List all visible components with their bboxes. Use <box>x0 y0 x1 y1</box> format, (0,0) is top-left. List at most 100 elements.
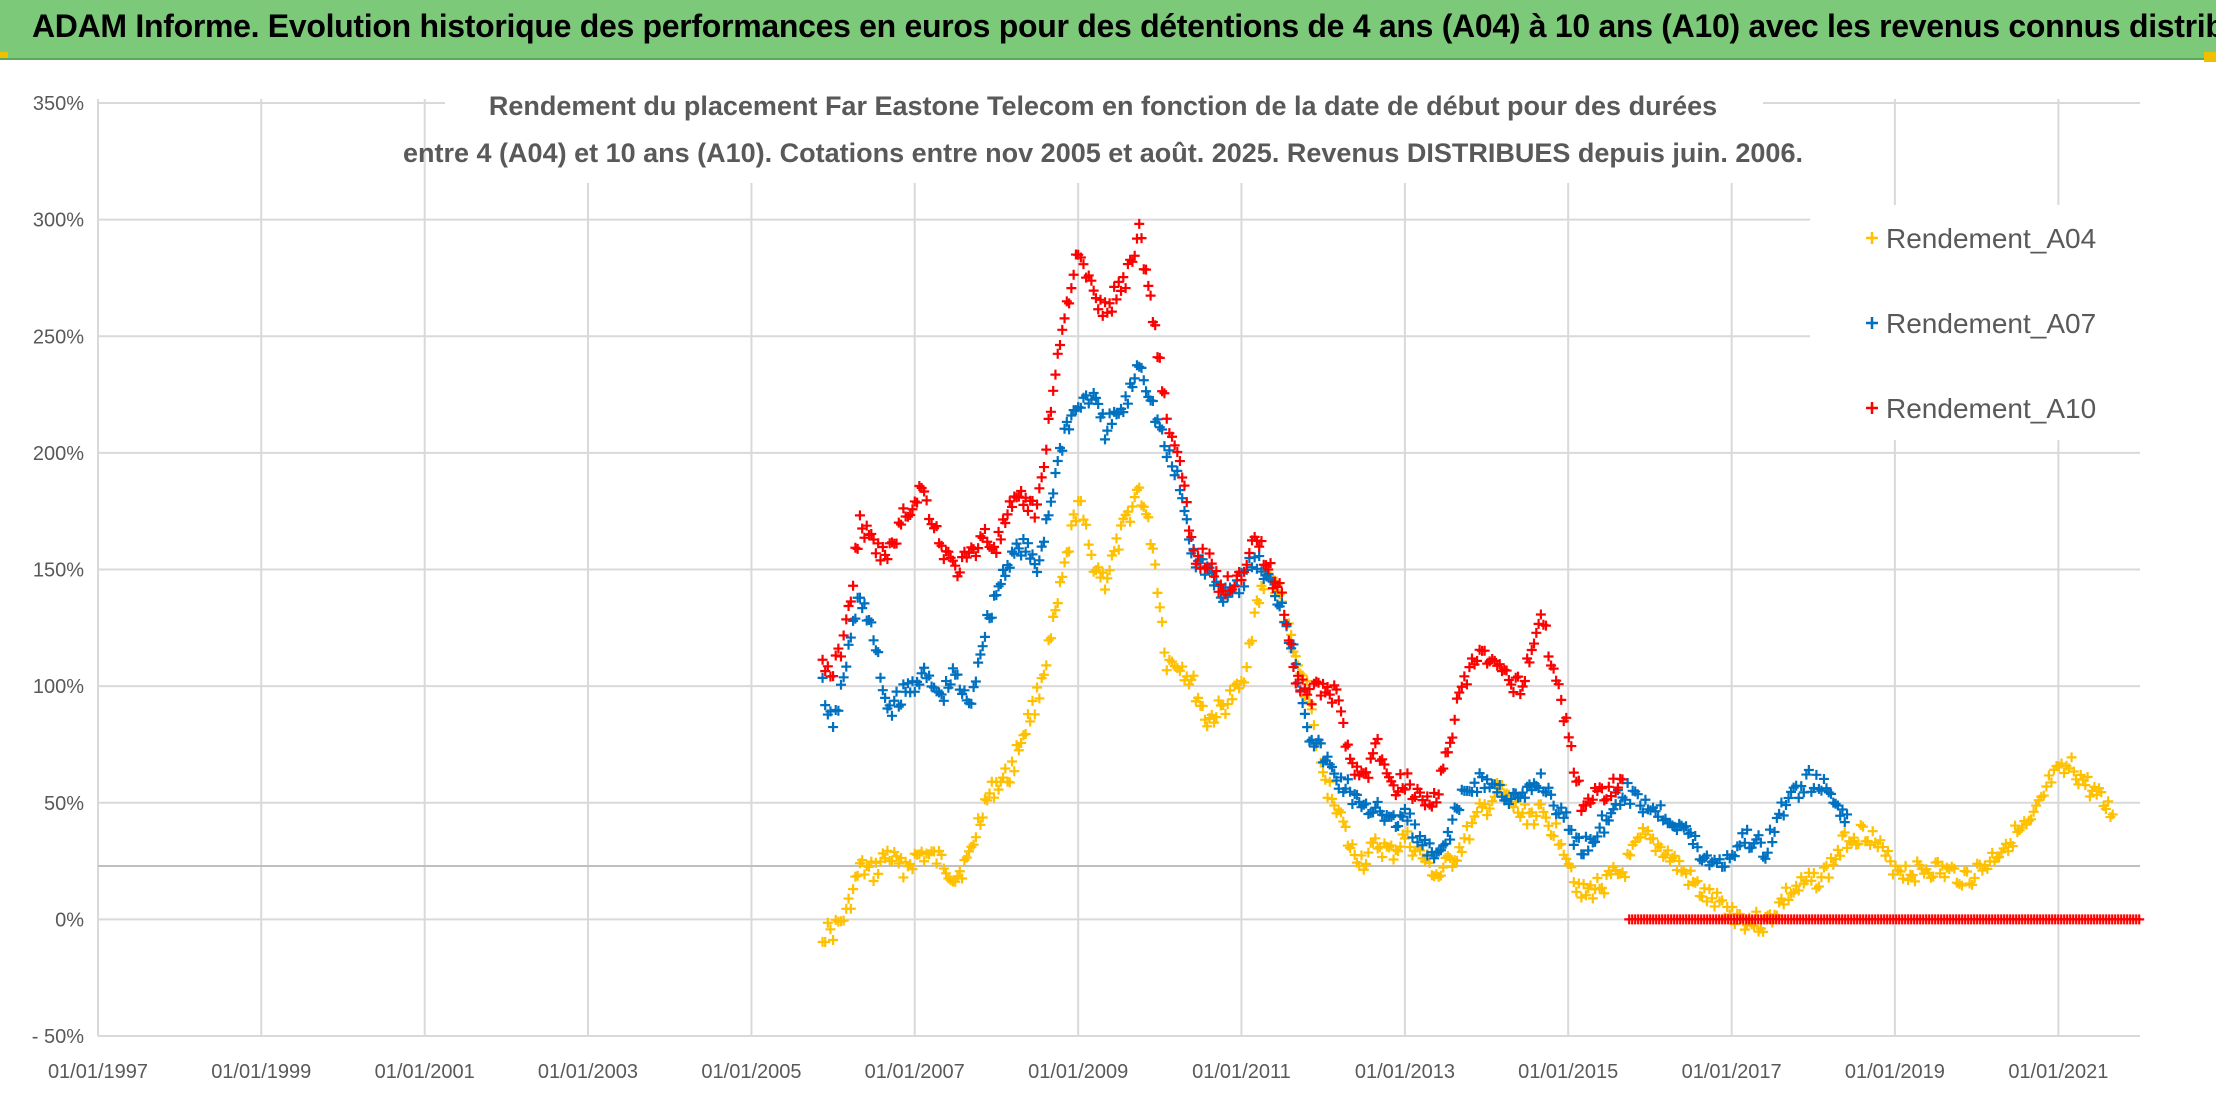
rendement-a04-point <box>1213 695 1224 706</box>
rendement-a04-point <box>1302 676 1313 687</box>
rendement-a10-point <box>1197 543 1208 554</box>
rendement-a04-point <box>843 893 854 904</box>
rendement-a04-point <box>1027 696 1038 707</box>
rendement-a10-point <box>1438 763 1449 774</box>
rendement-a04-point <box>1482 810 1493 821</box>
rendement-a10-point <box>1267 583 1278 594</box>
rendement-a07-point <box>1318 757 1329 768</box>
rendement-a04-point <box>1692 876 1703 887</box>
rendement-a07-point <box>1299 708 1310 719</box>
rendement-a04-point <box>1013 745 1024 756</box>
rendement-a07-point <box>841 661 852 672</box>
rendement-a04-point <box>1093 562 1104 573</box>
rendement-a04-point <box>1125 516 1136 527</box>
rendement-a07-point <box>1780 800 1791 811</box>
rendement-a04-point <box>975 819 986 830</box>
rendement-a10-point <box>931 521 942 532</box>
rendement-a04-point <box>1157 616 1168 627</box>
rendement-a10-point <box>1320 687 1331 698</box>
rendement-a04-point <box>1320 774 1331 785</box>
rendement-a04-point <box>838 915 849 926</box>
rendement-a04-point <box>905 858 916 869</box>
rendement-a04-point <box>1599 888 1610 899</box>
rendement-a07-point <box>1399 803 1410 814</box>
rendement-a07-point <box>1803 765 1814 776</box>
rendement-a07-point <box>1022 538 1033 549</box>
x-tick-label: 01/01/2019 <box>1845 1061 1945 1083</box>
rendement-a07-point <box>1543 782 1554 793</box>
rendement-a04-point <box>852 870 863 881</box>
rendement-a04-point <box>1286 629 1297 640</box>
rendement-a07-point <box>1816 785 1827 796</box>
rendement-a04-point <box>1059 557 1070 568</box>
rendement-a04-point <box>1962 866 1973 877</box>
rendement-a04-point <box>1435 870 1446 881</box>
rendement-a10-point <box>1167 431 1178 442</box>
rendement-a10-point <box>1513 671 1524 682</box>
rendement-a04-point <box>1020 728 1031 739</box>
rendement-a04-point <box>1895 866 1906 877</box>
rendement-a10-point <box>1596 783 1607 794</box>
rendement-a07-point <box>1811 769 1822 780</box>
rendement-a07-point <box>1254 551 1265 562</box>
rendement-a07-point <box>1086 394 1097 405</box>
rendement-a10-point <box>1324 689 1335 700</box>
rendement-a10-point <box>1415 787 1426 798</box>
rendement-a04-point <box>1727 902 1738 913</box>
x-tick-label: 01/01/2013 <box>1355 1061 1455 1083</box>
rendement-a10-point <box>1127 256 1138 267</box>
rendement-a10-point <box>1172 446 1183 457</box>
rendement-a04-point <box>1813 881 1824 892</box>
rendement-a04-point <box>1832 844 1843 855</box>
rendement-a07-point <box>1154 422 1165 433</box>
rendement-a07-point <box>1402 815 1413 826</box>
rendement-a04-point <box>2084 791 2095 802</box>
rendement-a04-point <box>1159 647 1170 658</box>
rendement-a07-point <box>1760 853 1771 864</box>
rendement-a04-point <box>1823 872 1834 883</box>
legend-label: Rendement_A04 <box>1886 223 2096 254</box>
rendement-a10-point <box>1372 734 1383 745</box>
rendement-a10-point <box>1331 684 1342 695</box>
rendement-a04-point <box>1402 826 1413 837</box>
rendement-a07-point <box>1351 789 1362 800</box>
rendement-a04-point <box>1848 832 1859 843</box>
rendement-a10-point <box>854 510 865 521</box>
rendement-a04-point <box>1620 872 1631 882</box>
rendement-a10-point <box>1239 566 1250 577</box>
rendement-a04-point <box>859 869 870 880</box>
rendement-a10-point <box>1519 676 1530 687</box>
rendement-a07-point <box>1404 808 1415 819</box>
rendement-a10-point <box>1078 259 1089 270</box>
rendement-a10-point <box>1508 687 1519 698</box>
rendement-a07-point <box>833 705 844 716</box>
rendement-a07-point <box>1336 772 1347 783</box>
rendement-a10-point <box>1184 525 1195 536</box>
rendement-a04-point <box>1070 516 1081 527</box>
rendement-a04-point <box>1531 810 1542 821</box>
rendement-a04-point <box>2028 806 2039 817</box>
rendement-a10-point <box>1102 307 1113 318</box>
rendement-a07-point <box>1032 567 1043 578</box>
rendement-a07-point <box>1050 467 1061 478</box>
rendement-a10-point <box>912 497 923 508</box>
rendement-a04-point <box>1295 668 1306 679</box>
rendement-a10-point <box>1215 579 1226 590</box>
rendement-a10-point <box>882 554 893 565</box>
rendement-a07-point <box>1701 850 1712 861</box>
rendement-a10-point <box>1229 581 1240 592</box>
rendement-a10-point <box>1365 753 1376 764</box>
rendement-a10-point <box>1129 250 1140 261</box>
rendement-a10-point <box>1302 689 1313 700</box>
rendement-a07-point <box>1342 774 1353 785</box>
rendement-a07-point <box>1302 722 1313 733</box>
rendement-a10-point <box>875 555 886 566</box>
rendement-a04-point <box>1748 921 1759 932</box>
rendement-a07-point <box>1753 830 1764 841</box>
rendement-a10-point <box>1270 576 1281 587</box>
rendement-a04-point <box>1697 891 1708 902</box>
rendement-a04-point <box>893 858 904 869</box>
rendement-a10-point <box>970 551 981 562</box>
rendement-a07-point <box>1599 827 1610 838</box>
rendement-a04-point <box>868 876 879 887</box>
